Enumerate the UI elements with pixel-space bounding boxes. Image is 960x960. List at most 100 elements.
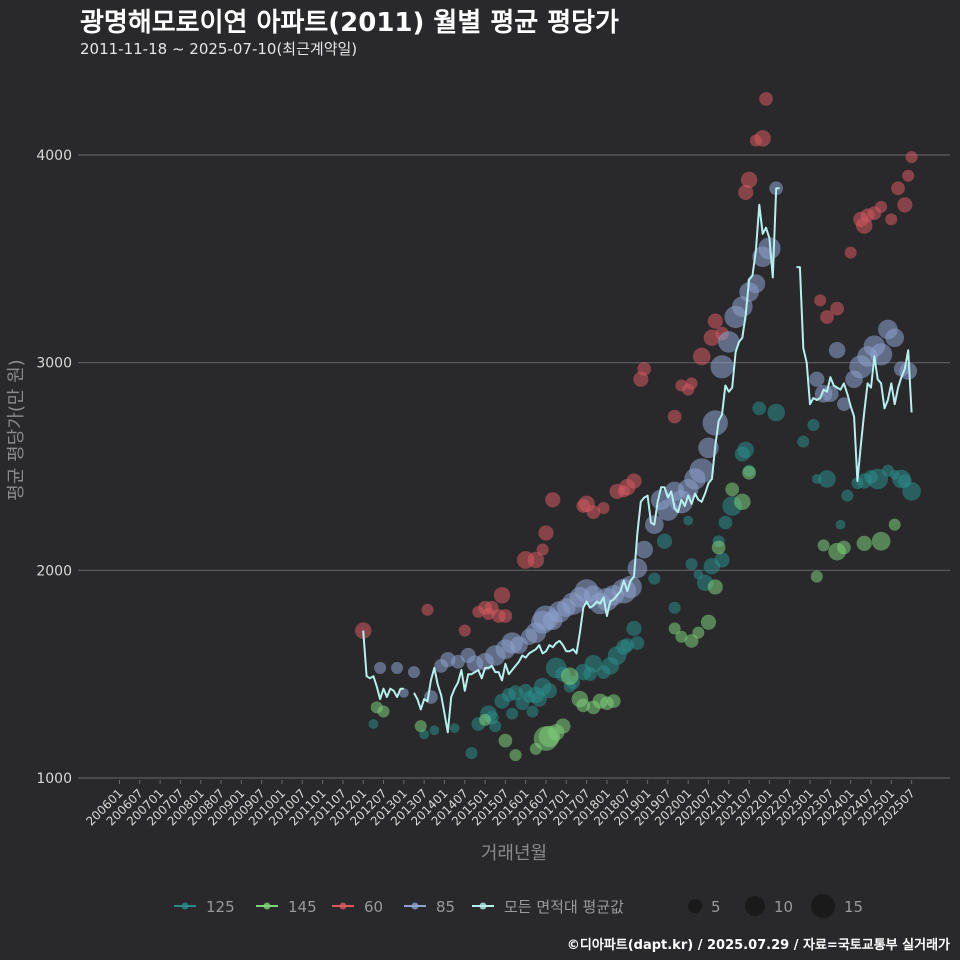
- point-125: [797, 435, 810, 448]
- point-85: [710, 355, 734, 379]
- point-85: [424, 690, 438, 704]
- y-tick-label: 3000: [36, 356, 72, 372]
- point-145: [817, 539, 830, 552]
- size-legend-circle: [688, 899, 702, 913]
- point-60: [527, 551, 545, 569]
- point-85: [822, 385, 839, 403]
- point-60: [637, 362, 652, 376]
- point-60: [875, 200, 888, 213]
- point-145: [711, 540, 726, 555]
- point-60: [891, 181, 905, 196]
- point-85: [809, 371, 825, 387]
- point-85: [718, 331, 740, 353]
- point-145: [810, 570, 823, 583]
- point-60: [692, 347, 711, 366]
- point-145: [668, 622, 681, 635]
- point-85: [407, 666, 421, 679]
- point-60: [754, 130, 771, 147]
- y-tick-label: 2000: [36, 563, 72, 579]
- point-60: [759, 92, 773, 106]
- point-145: [479, 713, 492, 726]
- legend-key-point: [411, 902, 419, 910]
- size-legend-label: 10: [774, 898, 793, 916]
- point-60: [814, 294, 827, 307]
- point-145: [700, 614, 717, 630]
- point-60: [685, 377, 698, 390]
- point-125: [541, 683, 558, 699]
- point-145: [734, 493, 751, 511]
- point-145: [414, 720, 427, 733]
- legend-label: 모든 면적대 평균값: [504, 898, 624, 916]
- point-85: [828, 341, 846, 359]
- point-85: [746, 274, 766, 294]
- point-125: [807, 418, 820, 431]
- point-60: [493, 587, 511, 604]
- legend-label: 145: [288, 898, 317, 916]
- point-125: [841, 489, 854, 502]
- point-145: [509, 749, 522, 762]
- point-60: [844, 246, 857, 259]
- point-145: [742, 465, 756, 480]
- point-145: [675, 630, 688, 643]
- size-legend-circle: [745, 896, 765, 916]
- point-60: [830, 301, 845, 316]
- point-60: [458, 624, 471, 637]
- legend-label: 85: [436, 898, 455, 916]
- x-axis-label: 거래년월: [481, 843, 547, 864]
- point-125: [489, 720, 502, 733]
- point-85: [885, 328, 905, 348]
- x-tick-labels: 2006012006072007012007072008012008072009…: [83, 780, 918, 829]
- legend-key-point: [263, 902, 271, 910]
- point-125: [718, 515, 733, 530]
- point-125: [630, 636, 645, 650]
- point-125: [656, 533, 673, 549]
- point-145: [837, 540, 851, 555]
- point-145: [555, 718, 571, 734]
- point-145: [692, 626, 705, 639]
- y-tick-label: 4000: [36, 148, 72, 164]
- legend-key-point: [339, 902, 347, 910]
- point-125: [626, 620, 642, 637]
- y-axis-label: 평균 평당가(만 원): [6, 359, 27, 500]
- average-line-segment: [362, 630, 404, 701]
- point-85: [391, 661, 404, 674]
- point-125: [526, 705, 539, 718]
- point-125: [648, 572, 661, 585]
- point-125: [835, 519, 846, 530]
- point-125: [506, 707, 519, 720]
- point-125: [429, 725, 440, 736]
- point-125: [584, 654, 603, 673]
- point-60: [538, 525, 554, 541]
- point-60: [820, 310, 834, 324]
- legend: 125 145 60 85 모든 면적대 평균값 5 10 15: [174, 894, 863, 918]
- size-legend-label: 15: [844, 898, 863, 916]
- point-85: [635, 540, 653, 559]
- point-125: [767, 403, 786, 422]
- point-145: [725, 482, 740, 497]
- point-60: [905, 151, 918, 164]
- point-125: [449, 723, 460, 734]
- point-125: [683, 515, 694, 526]
- point-125: [752, 401, 767, 416]
- point-145: [370, 701, 383, 714]
- gridlines: [78, 154, 950, 779]
- point-60: [626, 473, 642, 489]
- point-145: [560, 667, 579, 686]
- point-60: [354, 622, 372, 639]
- point-125: [465, 747, 478, 760]
- point-145: [606, 694, 621, 709]
- point-60: [536, 543, 549, 556]
- y-tick-labels: 1000 2000 3000 4000: [36, 148, 72, 787]
- credit-line: ©디아파트(dapt.kr) / 2025.07.29 / 자료=국토교통부 실…: [566, 938, 950, 953]
- scatter-points: [354, 92, 921, 762]
- chart-title: 광명해모로이연 아파트(2011) 월별 평균 평당가: [80, 8, 619, 38]
- point-125: [668, 601, 681, 614]
- point-60: [421, 603, 434, 616]
- point-85: [398, 687, 409, 698]
- size-legend-label: 5: [711, 898, 721, 916]
- point-145: [888, 518, 901, 531]
- legend-key-point: [479, 902, 487, 910]
- average-line: [362, 187, 913, 734]
- point-60: [545, 492, 561, 508]
